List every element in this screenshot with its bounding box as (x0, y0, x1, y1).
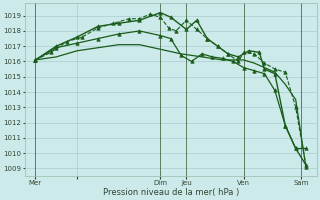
X-axis label: Pression niveau de la mer( hPa ): Pression niveau de la mer( hPa ) (103, 188, 239, 197)
